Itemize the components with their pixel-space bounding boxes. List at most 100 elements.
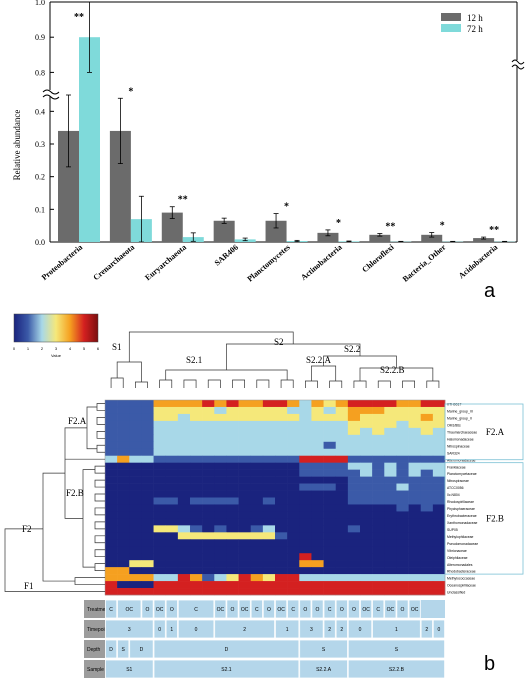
- heatmap-cell: [335, 504, 349, 512]
- heatmap-cell: [250, 413, 264, 422]
- heatmap-cell: [226, 504, 239, 512]
- heatmap-cell: [287, 567, 300, 575]
- heatmap-cell: [165, 574, 179, 582]
- heatmap-cell: [141, 560, 154, 568]
- heatmap-cell: [238, 525, 252, 533]
- heatmap-cell: [432, 588, 446, 596]
- heatmap-cell: [420, 546, 434, 554]
- metadata-cell-text: D: [140, 647, 144, 653]
- heatmap-cell: [105, 581, 118, 589]
- metadata-cell-text: 1: [286, 627, 289, 633]
- heatmap-cell: [408, 518, 422, 526]
- heatmap-cell: [396, 413, 409, 422]
- heatmap-cell: [238, 476, 252, 484]
- metadata-cell-text: OC: [241, 607, 249, 613]
- heatmap-cell: [262, 581, 276, 589]
- heatmap-cell: [226, 539, 239, 547]
- heatmap-cell: [360, 546, 373, 554]
- heatmap-cell: [165, 441, 179, 450]
- heatmap-cell: [347, 483, 361, 491]
- heatmap-cell: [384, 462, 397, 470]
- heatmap-cell: [238, 400, 252, 408]
- heatmap-cell: [129, 518, 142, 526]
- heatmap-cell: [335, 581, 349, 589]
- heatmap-cell: [238, 490, 252, 498]
- heatmap-cell: [165, 400, 179, 408]
- row-dendrogram: [4, 403, 105, 592]
- heatmap-cell: [408, 539, 422, 547]
- heatmap-cell: [408, 406, 422, 415]
- heatmap-cell: [226, 469, 239, 477]
- heatmap-cell: [202, 434, 215, 443]
- metadata-cell: [105, 639, 118, 659]
- heatmap-cell: [372, 434, 385, 443]
- metadata-cell-text: OC: [387, 607, 395, 613]
- heatmap-cell: [323, 406, 337, 415]
- heatmap-cell: [153, 546, 167, 554]
- heatmap-cell: [262, 427, 276, 436]
- heatmap-cell: [250, 497, 264, 505]
- heatmap-cell: [372, 448, 385, 457]
- heatmap-cell: [117, 525, 130, 533]
- heatmap-cell: [420, 553, 434, 561]
- heatmap-cell: [432, 490, 446, 498]
- legend-label: 12 h: [467, 13, 483, 23]
- heatmap-cell: [117, 469, 130, 477]
- heatmap-cell: [141, 420, 154, 429]
- heatmap-cell: [287, 483, 300, 491]
- metadata-cell-text: O: [401, 607, 405, 613]
- heatmap-cell: [396, 588, 409, 596]
- heatmap-cell: [214, 546, 227, 554]
- heatmap-cell: [323, 497, 337, 505]
- colorbar-tick: 4: [69, 346, 72, 351]
- heatmap-cell: [432, 581, 446, 589]
- heatmap-cell: [177, 497, 191, 505]
- heatmap-cell: [190, 434, 203, 443]
- heatmap-cell: [250, 406, 264, 415]
- heatmap-cell: [335, 546, 349, 554]
- heatmap-cell: [275, 532, 288, 540]
- heatmap-cell: [250, 448, 264, 457]
- heatmap-cell: [165, 420, 179, 429]
- axis-break-mark-left: [42, 89, 60, 100]
- heatmap-cell: [323, 490, 337, 498]
- heatmap-cell: [117, 413, 130, 422]
- heatmap-cell: [360, 490, 373, 498]
- x-tick-label: Proteobacteria: [40, 243, 84, 282]
- heatmap-cell: [177, 574, 191, 582]
- heatmap-cell: [287, 476, 300, 484]
- heatmap-cell: [105, 434, 118, 443]
- heatmap-cell: [129, 462, 142, 470]
- taxon-label: Rhodobacteraceae: [447, 570, 476, 574]
- heatmap-cell: [360, 400, 373, 408]
- heatmap-cell: [275, 518, 288, 526]
- y-tick-label: 0.3: [35, 140, 45, 149]
- heatmap-cell: [129, 511, 142, 519]
- heatmap-cell: [432, 462, 446, 470]
- heatmap-cell: [129, 525, 142, 533]
- heatmap-cell: [372, 441, 385, 450]
- heatmap-cell: [360, 588, 373, 596]
- heatmap-cell: [238, 420, 252, 429]
- heatmap-cell: [165, 483, 179, 491]
- heatmap-cell: [214, 441, 227, 450]
- metadata-cell: [287, 599, 300, 619]
- bar-0-4: [265, 220, 287, 242]
- heatmap-cell: [432, 469, 446, 477]
- heatmap-cell: [165, 427, 179, 436]
- heatmap-cell: [323, 588, 337, 596]
- heatmap-cell: [311, 427, 324, 436]
- metadata-row-label-cell: [84, 660, 105, 678]
- heatmap-cell: [105, 525, 118, 533]
- dendrogram-label: S2: [274, 337, 284, 347]
- heatmap-cell: [311, 567, 324, 575]
- heatmap-cell: [299, 546, 312, 554]
- bar-1-0: [79, 37, 100, 243]
- heatmap-cell: [238, 567, 252, 575]
- heatmap-cell: [396, 434, 409, 443]
- axis-break-mark-right: [511, 59, 525, 70]
- heatmap-cell: [250, 574, 264, 582]
- heatmap-cell: [335, 455, 349, 463]
- metadata-cell: [347, 659, 445, 679]
